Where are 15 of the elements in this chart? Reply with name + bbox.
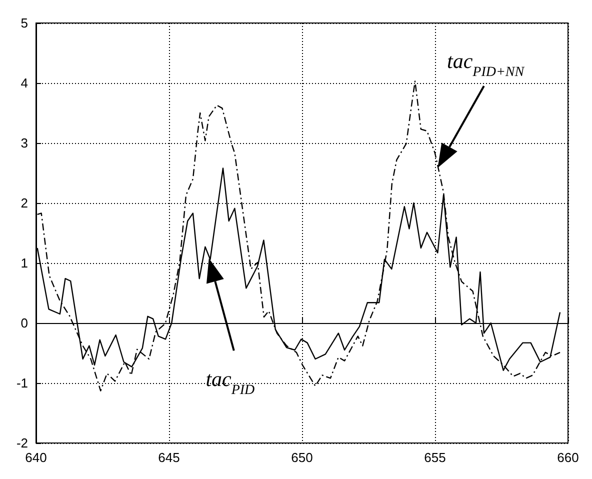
y-tick-label: 0 xyxy=(20,316,28,330)
annotation: tac$_{PID+NN}$ xyxy=(446,49,525,80)
x-tick-label: 650 xyxy=(291,450,313,465)
x-tick-label: 645 xyxy=(158,450,180,465)
y-tick-label: 5 xyxy=(20,16,28,30)
y-tick-label: 1 xyxy=(20,256,28,270)
annotation: tac$_{PID}$ xyxy=(206,367,255,398)
y-tick-label: -2 xyxy=(16,436,28,450)
y-tick-label: 3 xyxy=(20,136,28,150)
x-tick-label: 655 xyxy=(424,450,446,465)
x-tick-label: 640 xyxy=(25,450,47,465)
y-tick-label: -1 xyxy=(16,376,28,390)
y-tick-label: 2 xyxy=(20,196,28,210)
y-tick-label: 4 xyxy=(20,76,28,90)
x-tick-label: 660 xyxy=(557,450,579,465)
